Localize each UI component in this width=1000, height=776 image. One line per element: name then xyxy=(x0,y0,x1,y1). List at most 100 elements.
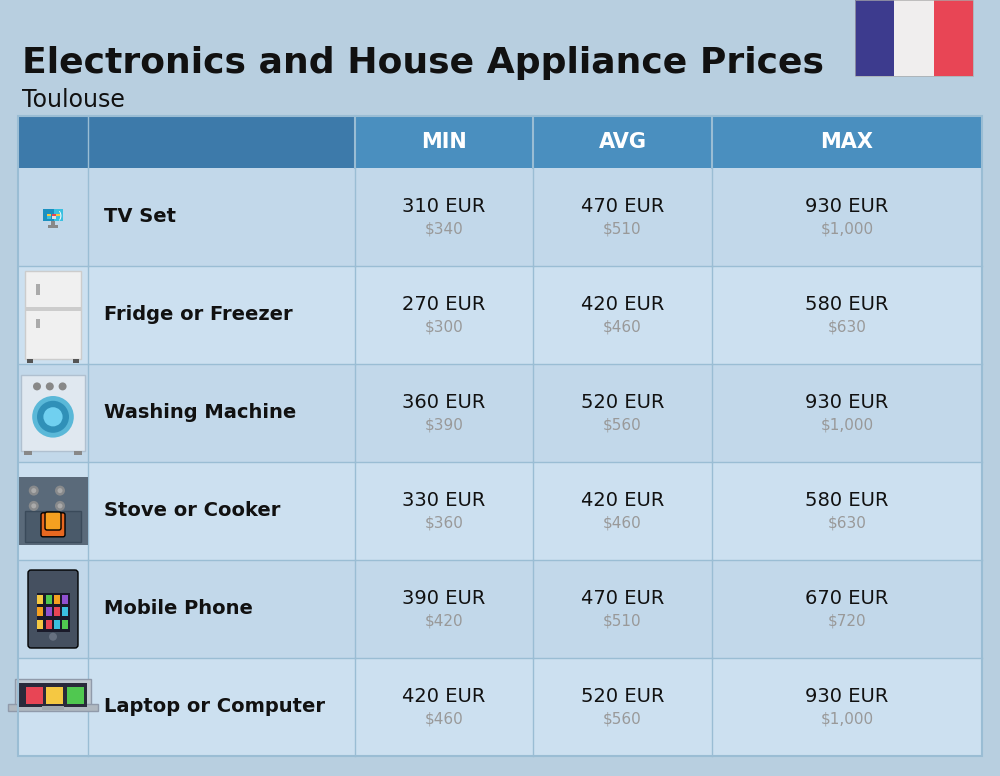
Bar xyxy=(712,116,982,168)
Text: 580 EUR: 580 EUR xyxy=(805,491,889,511)
Circle shape xyxy=(58,504,62,508)
Bar xyxy=(21,375,85,451)
Text: 520 EUR: 520 EUR xyxy=(581,688,664,706)
Bar xyxy=(24,451,32,455)
Text: $720: $720 xyxy=(828,614,866,629)
Bar xyxy=(46,594,52,604)
Bar xyxy=(27,359,33,363)
Text: $300: $300 xyxy=(425,320,463,334)
Text: 420 EUR: 420 EUR xyxy=(581,491,664,511)
Bar xyxy=(18,364,88,462)
Bar xyxy=(18,658,88,756)
Text: Laptop or Computer: Laptop or Computer xyxy=(104,698,325,716)
Bar xyxy=(51,221,55,226)
Bar xyxy=(48,226,58,228)
Text: $340: $340 xyxy=(425,221,463,237)
Bar xyxy=(62,620,68,629)
Bar xyxy=(18,168,982,266)
Bar xyxy=(42,706,64,710)
Text: Fridge or Freezer: Fridge or Freezer xyxy=(104,306,293,324)
Bar xyxy=(46,688,63,704)
Bar xyxy=(18,560,982,658)
Bar xyxy=(855,0,973,76)
Text: Toulouse: Toulouse xyxy=(22,88,125,112)
Text: ): ) xyxy=(57,211,61,220)
Bar xyxy=(52,216,56,219)
Bar xyxy=(18,477,88,545)
Bar xyxy=(46,620,52,629)
Bar xyxy=(74,451,82,455)
Bar xyxy=(47,213,51,217)
Circle shape xyxy=(46,383,54,390)
Text: $460: $460 xyxy=(603,320,642,334)
Circle shape xyxy=(49,632,57,641)
Text: 390 EUR: 390 EUR xyxy=(402,590,486,608)
FancyBboxPatch shape xyxy=(28,570,78,648)
Circle shape xyxy=(37,400,69,433)
Text: 470 EUR: 470 EUR xyxy=(581,590,664,608)
Circle shape xyxy=(55,501,65,511)
Bar xyxy=(18,462,88,560)
Circle shape xyxy=(31,504,36,508)
Text: $390: $390 xyxy=(425,417,463,432)
Text: Mobile Phone: Mobile Phone xyxy=(104,600,253,618)
Bar xyxy=(25,307,81,311)
Bar xyxy=(18,462,982,560)
Bar xyxy=(934,0,973,76)
Circle shape xyxy=(58,488,62,493)
Bar xyxy=(18,266,982,364)
Bar xyxy=(36,593,70,632)
Bar xyxy=(37,607,43,616)
Text: $510: $510 xyxy=(603,221,642,237)
Circle shape xyxy=(55,486,65,496)
Text: 420 EUR: 420 EUR xyxy=(402,688,486,706)
Circle shape xyxy=(59,383,67,390)
Circle shape xyxy=(33,383,41,390)
Bar xyxy=(62,594,68,604)
Circle shape xyxy=(29,501,39,511)
Text: MIN: MIN xyxy=(421,132,467,152)
Bar xyxy=(8,704,98,711)
Bar xyxy=(19,683,87,707)
FancyBboxPatch shape xyxy=(41,513,65,537)
Text: 330 EUR: 330 EUR xyxy=(402,491,486,511)
Text: Electronics and House Appliance Prices: Electronics and House Appliance Prices xyxy=(22,46,824,80)
Bar xyxy=(18,116,982,756)
Circle shape xyxy=(32,396,74,438)
Text: $630: $630 xyxy=(828,320,866,334)
Bar xyxy=(37,620,43,629)
Text: AVG: AVG xyxy=(598,132,646,152)
Bar xyxy=(18,266,88,364)
Text: $460: $460 xyxy=(425,712,463,726)
Bar xyxy=(25,271,81,359)
Bar xyxy=(56,213,60,217)
Text: 360 EUR: 360 EUR xyxy=(402,393,486,413)
Text: 930 EUR: 930 EUR xyxy=(805,393,889,413)
Bar xyxy=(43,209,63,221)
Bar xyxy=(15,679,91,710)
Text: $1,000: $1,000 xyxy=(820,221,874,237)
Text: 670 EUR: 670 EUR xyxy=(805,590,889,608)
Text: $560: $560 xyxy=(603,417,642,432)
Bar xyxy=(73,359,79,363)
Text: $1,000: $1,000 xyxy=(820,712,874,726)
Text: Stove or Cooker: Stove or Cooker xyxy=(104,501,280,521)
Text: $420: $420 xyxy=(425,614,463,629)
Bar xyxy=(37,594,43,604)
Bar xyxy=(54,620,60,629)
Bar xyxy=(855,0,894,76)
Text: $360: $360 xyxy=(425,515,463,531)
Circle shape xyxy=(31,488,36,493)
Circle shape xyxy=(43,407,63,426)
Bar xyxy=(18,116,355,168)
Bar xyxy=(18,560,88,658)
Text: $1,000: $1,000 xyxy=(820,417,874,432)
Text: $630: $630 xyxy=(828,515,866,531)
Bar xyxy=(43,209,54,221)
Text: 520 EUR: 520 EUR xyxy=(581,393,664,413)
Bar xyxy=(18,364,982,462)
Text: 270 EUR: 270 EUR xyxy=(402,296,486,314)
Text: TV Set: TV Set xyxy=(104,207,176,227)
Bar xyxy=(47,216,51,219)
Text: 580 EUR: 580 EUR xyxy=(805,296,889,314)
